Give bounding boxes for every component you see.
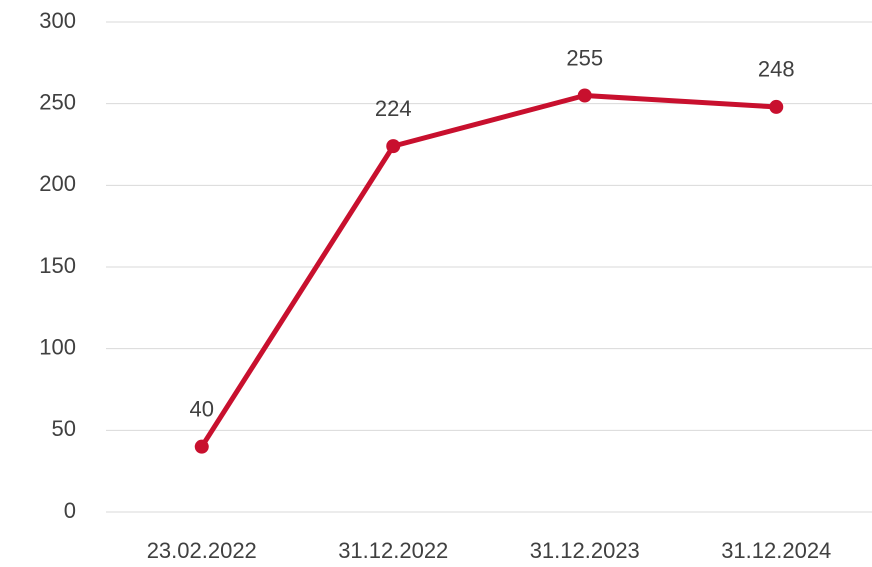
y-tick-label: 0	[64, 498, 76, 523]
data-label: 248	[758, 57, 795, 82]
y-tick-label: 200	[39, 171, 76, 196]
y-tick-label: 150	[39, 253, 76, 278]
y-tick-label: 50	[52, 416, 76, 441]
data-line	[199, 93, 777, 449]
y-tick-label: 100	[39, 334, 76, 359]
x-tick-label: 31.12.2024	[721, 538, 831, 563]
x-tick-label: 23.02.2022	[147, 538, 257, 563]
data-label: 224	[375, 96, 412, 121]
data-point	[194, 439, 209, 454]
y-tick-label: 300	[39, 8, 76, 33]
data-point	[769, 99, 784, 114]
x-tick-label: 31.12.2023	[530, 538, 640, 563]
x-tick-label: 31.12.2022	[338, 538, 448, 563]
y-tick-label: 250	[39, 89, 76, 114]
data-point	[386, 139, 401, 154]
data-label: 40	[190, 396, 214, 421]
data-point	[577, 88, 592, 103]
data-label: 255	[566, 45, 603, 70]
